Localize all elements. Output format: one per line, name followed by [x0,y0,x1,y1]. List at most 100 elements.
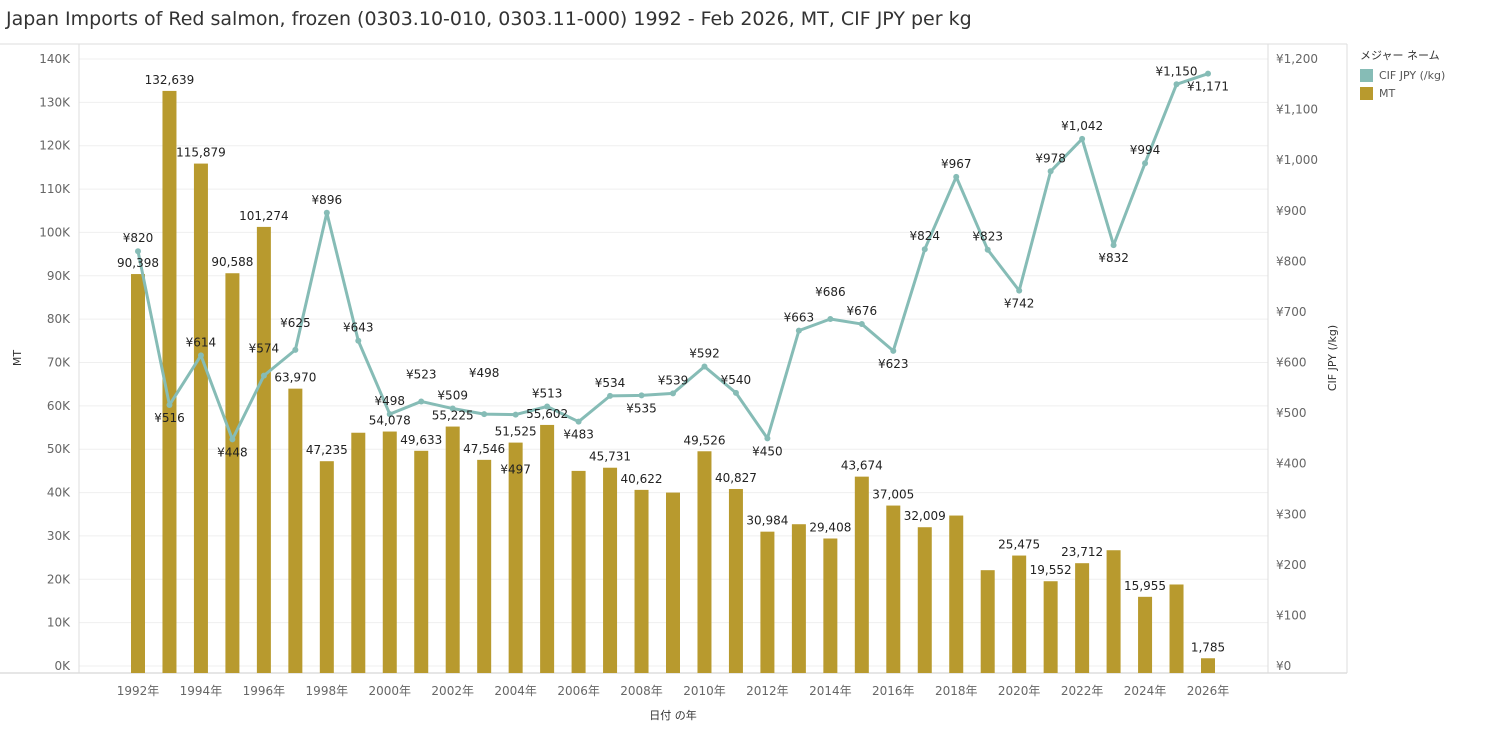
x-tick-label: 2014年 [809,684,852,698]
left-tick-label: 0K [54,659,71,673]
line-point-2008 [638,392,645,399]
bar-2013 [791,524,806,673]
line-label: ¥574 [249,342,280,356]
bar-label: 51,525 [495,425,537,439]
line-label: ¥516 [154,411,185,425]
x-tick-label: 1998年 [306,684,349,698]
line-label: ¥450 [752,444,783,458]
bar-label: 54,078 [369,414,411,428]
legend-item-mt[interactable]: MT [1360,87,1445,100]
bar-2006 [571,470,586,673]
left-tick-label: 40K [47,486,71,500]
x-tick-label: 2024年 [1124,684,1167,698]
right-tick-label: ¥900 [1276,204,1307,218]
line-point-2024 [1142,160,1149,167]
line-label: ¥824 [909,229,940,243]
line-label: ¥498 [374,394,405,408]
line-label: ¥994 [1130,143,1161,157]
legend-label: CIF JPY (/kg) [1379,69,1446,82]
line-label: ¥1,042 [1061,119,1103,133]
right-tick-label: ¥1,100 [1276,103,1318,117]
bar-2002 [445,426,460,673]
x-tick-label: 2020年 [998,684,1041,698]
bar-2016 [886,505,901,673]
right-axis-title: CIF JPY (/kg) [1326,325,1339,391]
bar-label: 19,552 [1030,563,1072,577]
chart-title: Japan Imports of Red salmon, frozen (030… [6,8,972,30]
line-point-2012 [764,435,771,442]
bar-2007 [603,467,618,673]
bar-1996 [256,226,271,673]
line-point-2014 [827,315,834,322]
left-tick-label: 50K [47,442,71,456]
right-tick-label: ¥1,000 [1276,153,1318,167]
x-tick-label: 2022年 [1061,684,1104,698]
bar-2020 [1012,555,1027,673]
legend-item-cif[interactable]: CIF JPY (/kg) [1360,69,1445,82]
line-label: ¥592 [689,347,720,361]
line-label: ¥832 [1098,251,1129,265]
x-tick-label: 2010年 [683,684,726,698]
bar-label: 32,009 [904,509,946,523]
right-tick-label: ¥1,200 [1276,52,1318,66]
bar-label: 37,005 [872,488,914,502]
bar-label: 45,731 [589,450,631,464]
bar-label: 115,879 [176,146,226,160]
line-point-1993 [166,401,173,408]
bar-2009 [666,492,680,673]
bar-label: 23,712 [1061,545,1103,559]
line-point-2019 [984,246,991,253]
bar-2022 [1075,563,1090,673]
bar-label: 47,235 [306,443,348,457]
x-tick-label: 2004年 [494,684,537,698]
x-tick-label: 1992年 [117,684,160,698]
line-point-1999 [355,337,362,344]
line-label: ¥497 [500,463,531,477]
line-label: ¥483 [563,428,594,442]
x-tick-label: 2016年 [872,684,915,698]
line-label: ¥513 [532,387,563,401]
x-tick-label: 2002年 [431,684,474,698]
bar-label: 90,588 [211,255,253,269]
bar-2017 [917,527,932,673]
line-point-2013 [795,327,802,334]
bar-2026 [1201,658,1215,673]
x-tick-label: 2026年 [1187,684,1230,698]
bar-2014 [823,538,838,673]
line-point-2015 [858,321,865,328]
right-tick-label: ¥0 [1276,659,1291,673]
left-tick-label: 110K [39,182,71,196]
bar-2021 [1043,581,1058,673]
bar-1992 [131,274,145,673]
line-label: ¥623 [878,357,909,371]
left-tick-label: 90K [47,269,71,283]
line-label: ¥978 [1035,151,1066,165]
line-label: ¥742 [1004,297,1035,311]
x-tick-label: 1994年 [180,684,223,698]
bar-1994 [193,163,208,673]
left-tick-label: 140K [39,52,71,66]
x-tick-label: 2012年 [746,684,789,698]
line-point-1996 [260,372,267,379]
bar-label: 55,602 [526,407,568,421]
line-point-2003 [481,411,488,418]
x-tick-label: 2000年 [368,684,411,698]
bar-2005 [540,424,555,673]
line-point-2018 [953,173,960,180]
line-label: ¥625 [280,316,311,330]
line-point-2000 [386,411,393,418]
line-point-2001 [418,398,425,405]
bar-2003 [477,459,492,673]
line-point-2026 [1205,70,1211,77]
right-tick-label: ¥700 [1276,305,1307,319]
line-label: ¥535 [626,401,657,415]
bar-1995 [225,273,240,673]
right-tick-label: ¥800 [1276,254,1307,268]
line-point-2004 [512,411,519,418]
bar-2000 [382,431,397,673]
line-label: ¥1,150 [1156,64,1198,78]
line-point-1992 [135,248,141,255]
x-tick-label: 2006年 [557,684,600,698]
line-label: ¥540 [721,373,752,387]
